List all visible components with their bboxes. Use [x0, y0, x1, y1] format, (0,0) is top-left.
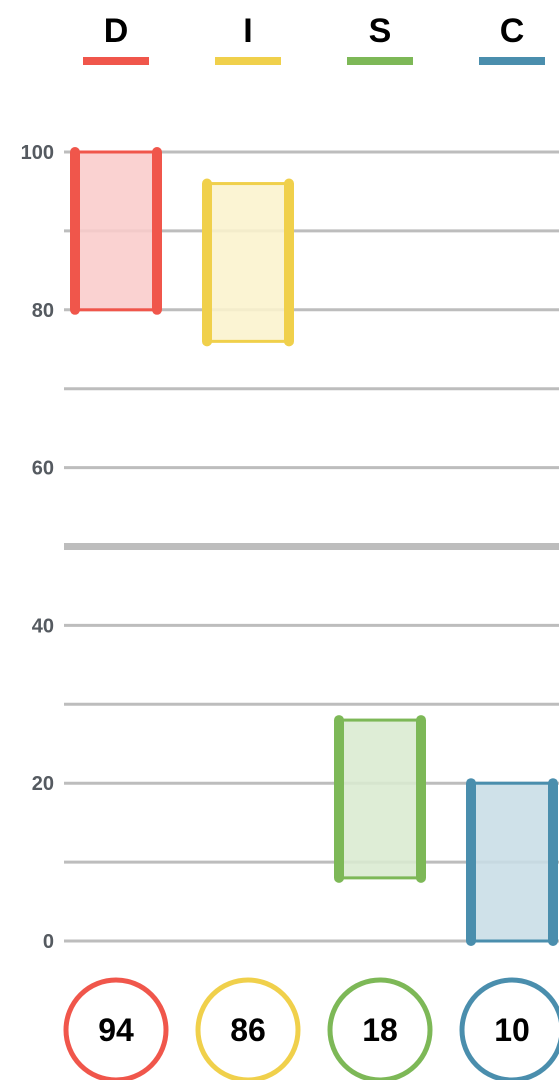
- category-label-d: D: [104, 12, 129, 50]
- y-tick-label-60: 60: [32, 458, 54, 480]
- score-circle-c: [459, 977, 559, 1080]
- bars: [70, 147, 558, 946]
- y-tick-label-20: 20: [32, 773, 54, 795]
- score-circle-d: [63, 977, 169, 1080]
- grid: [64, 150, 559, 943]
- bar-fill-s: [337, 718, 423, 880]
- y-tick-label-0: 0: [43, 931, 54, 953]
- score-value-c: 10: [494, 1012, 530, 1048]
- bar-fill-i: [205, 182, 291, 343]
- category-label-c: C: [500, 12, 525, 50]
- bar-i: [202, 178, 294, 347]
- score-i: 86: [195, 977, 301, 1080]
- y-axis-ticks: 0 20 40 60 80 100: [21, 142, 54, 953]
- score-circles: 94 86 18 10: [63, 977, 559, 1080]
- score-value-i: 86: [230, 1012, 266, 1048]
- bar-s: [334, 715, 426, 883]
- bar-fill-d: [73, 150, 159, 312]
- bar-c: [466, 778, 558, 946]
- y-tick-label-100: 100: [21, 142, 54, 164]
- y-tick-label-80: 80: [32, 300, 54, 322]
- bar-fill-c: [469, 781, 555, 943]
- y-tick-label-40: 40: [32, 615, 54, 637]
- score-s: 18: [327, 977, 433, 1080]
- score-circle-i: [195, 977, 301, 1080]
- score-value-s: 18: [362, 1012, 398, 1048]
- category-label-s: S: [369, 12, 392, 50]
- score-circle-s: [327, 977, 433, 1080]
- bar-d: [70, 147, 162, 315]
- category-label-i: I: [243, 12, 252, 50]
- score-value-d: 94: [98, 1012, 134, 1048]
- score-c: 10: [459, 977, 559, 1080]
- score-d: 94: [63, 977, 169, 1080]
